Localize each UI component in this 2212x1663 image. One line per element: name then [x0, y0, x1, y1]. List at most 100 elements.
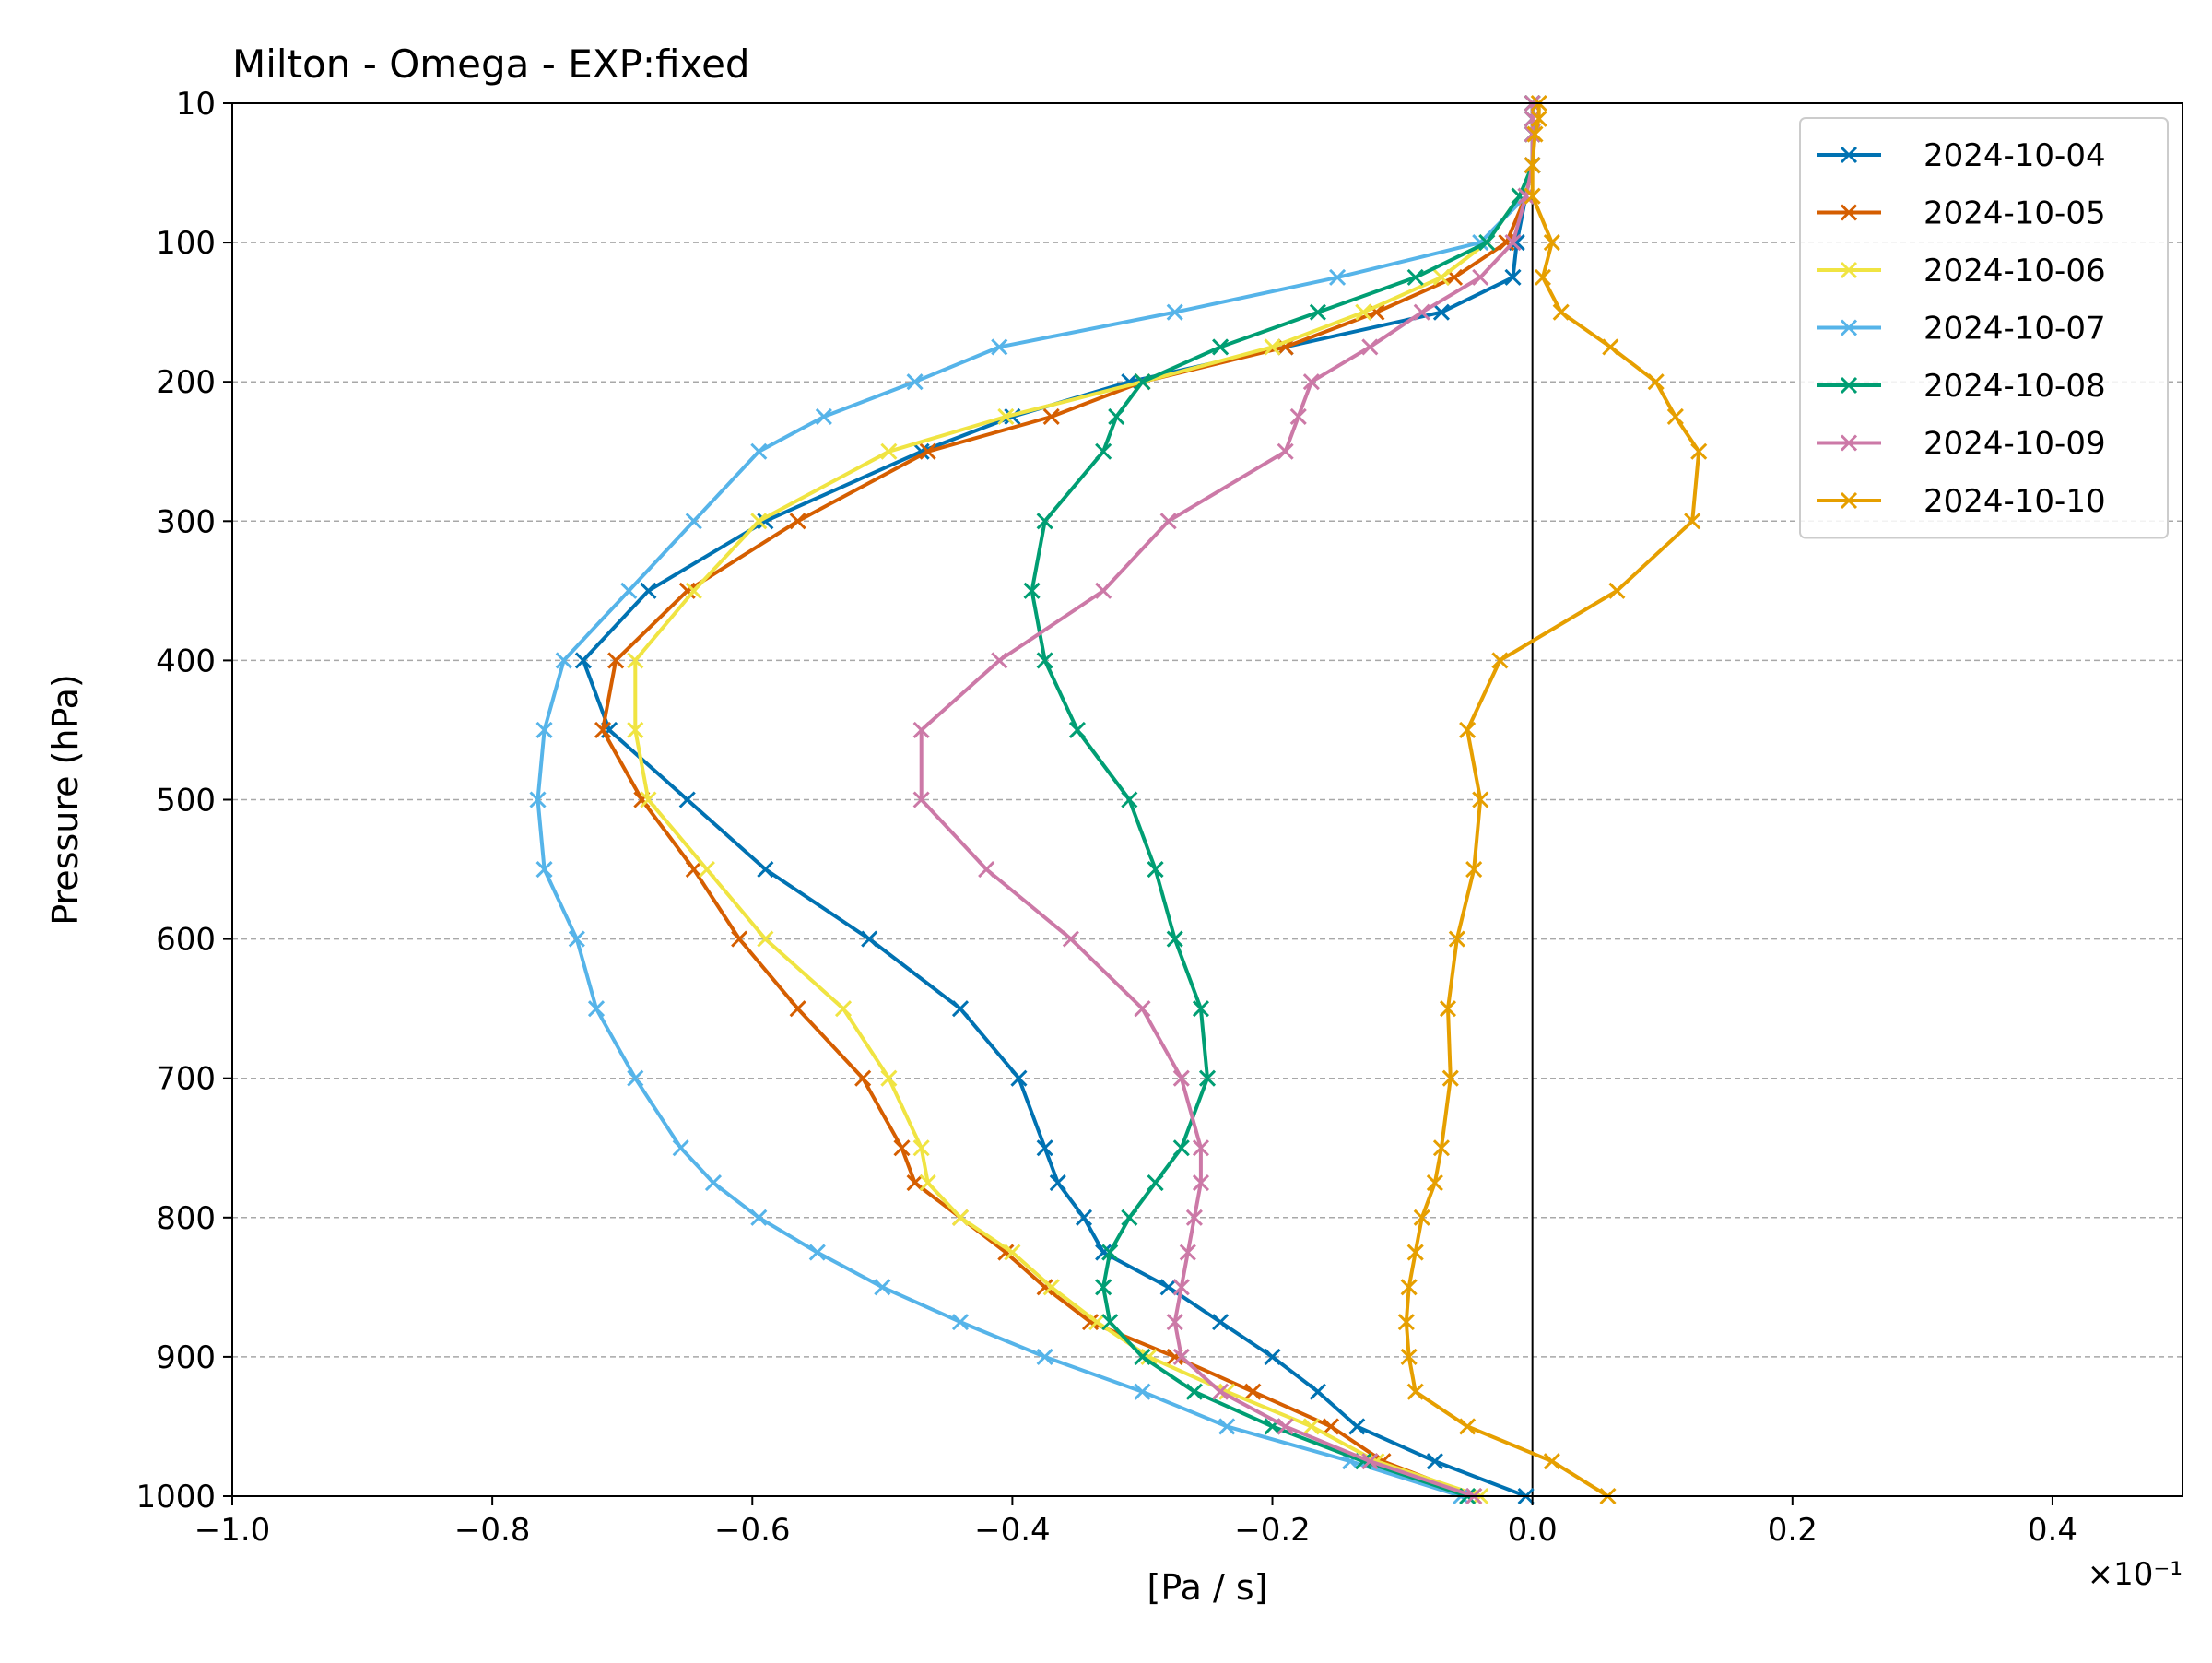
- axis-ticks: −1.0 −0.8 −0.6 −0.4 −0.2 0.0 0.2 0.4 10 100 200 300…: [135, 86, 2077, 1549]
- data-point-marker: [1134, 373, 1151, 391]
- data-point-marker: [1081, 1314, 1100, 1331]
- data-point-marker: [1036, 1139, 1053, 1157]
- series-line: [1404, 103, 1701, 1498]
- data-point-marker: [1159, 1279, 1177, 1296]
- data-point-marker: [1504, 268, 1522, 286]
- x-tick-label: −0.8: [454, 1512, 531, 1549]
- data-point-marker: [750, 513, 768, 530]
- legend-swatch-marker: [1840, 434, 1858, 452]
- data-point-marker: [1192, 1139, 1210, 1157]
- data-point-marker: [1185, 1209, 1203, 1226]
- data-point-marker: [1552, 303, 1570, 321]
- y-tick-label: 300: [156, 503, 216, 540]
- data-point-marker: [1147, 860, 1164, 879]
- x-tick-label: 0.2: [1768, 1512, 1818, 1549]
- data-point-marker: [1361, 338, 1379, 356]
- series-line: [581, 103, 1535, 1498]
- data-point-marker: [880, 442, 898, 460]
- legend-label: 2024-10-06: [1924, 253, 2106, 289]
- legend-label: 2024-10-09: [1924, 426, 2106, 463]
- chart-title: Milton - Omega - EXP:fixed: [232, 41, 750, 87]
- data-point-marker: [1426, 1174, 1443, 1192]
- data-point-marker: [1413, 1209, 1430, 1226]
- legend-label: 2024-10-05: [1924, 195, 2106, 232]
- data-point-marker: [1666, 407, 1684, 426]
- data-point-marker: [627, 721, 644, 739]
- data-point-marker: [1504, 234, 1522, 252]
- data-point-marker: [1491, 652, 1509, 669]
- data-point-marker: [991, 338, 1008, 356]
- data-point-marker: [1277, 1418, 1294, 1435]
- data-point-marker: [1400, 1348, 1418, 1365]
- data-point-marker: [789, 513, 806, 530]
- data-point-marker: [1498, 234, 1515, 252]
- data-point-marker: [1159, 513, 1177, 530]
- data-point-marker: [815, 407, 832, 426]
- data-point-marker: [861, 930, 878, 948]
- data-point-marker: [1361, 1453, 1379, 1470]
- data-point-marker: [1524, 157, 1541, 174]
- data-point-marker: [1426, 1453, 1443, 1470]
- y-tick-label: 700: [156, 1061, 216, 1098]
- data-point-marker: [1004, 1244, 1021, 1261]
- series-line: [535, 103, 1535, 1498]
- data-point-marker: [1459, 721, 1477, 739]
- data-point-marker: [1524, 187, 1541, 205]
- data-point-marker: [1075, 1209, 1093, 1226]
- data-point-marker: [685, 860, 702, 879]
- data-point-marker: [607, 652, 625, 669]
- data-point-marker: [1543, 234, 1560, 252]
- data-point-marker: [1348, 1418, 1366, 1435]
- data-point-marker: [919, 442, 936, 460]
- data-point-marker: [529, 791, 547, 808]
- data-point-marker: [587, 1000, 606, 1018]
- x-axis-scale-note: ×10⁻¹: [2088, 1556, 2183, 1593]
- legend-label: 2024-10-08: [1924, 368, 2106, 405]
- data-point-marker: [1406, 268, 1424, 286]
- data-point-marker: [1244, 1383, 1262, 1400]
- y-tick-label: 900: [156, 1339, 216, 1376]
- data-point-marker: [1023, 582, 1041, 599]
- data-point-marker: [1088, 1314, 1106, 1331]
- legend-swatch-marker: [1840, 146, 1858, 164]
- data-point-marker: [750, 1209, 768, 1226]
- x-tick-label: 0.0: [1508, 1512, 1558, 1549]
- data-point-marker: [1302, 373, 1320, 391]
- data-point-marker: [834, 1000, 853, 1018]
- x-tick-label: −0.6: [714, 1512, 791, 1549]
- data-point-marker: [1095, 582, 1112, 599]
- data-point-marker: [1526, 125, 1544, 143]
- data-point-marker: [1432, 303, 1450, 321]
- data-point-marker: [1101, 1244, 1119, 1261]
- data-point-marker: [1134, 1000, 1151, 1018]
- data-point-marker: [640, 791, 657, 808]
- series-line: [1030, 103, 1535, 1498]
- data-point-marker: [1198, 1069, 1217, 1087]
- data-point-marker: [1042, 1279, 1060, 1296]
- legend-swatch-marker: [1840, 261, 1858, 279]
- legend: 2024-10-04 2024-10-05 2024-10-06 2024-10-07…: [1799, 117, 2169, 539]
- data-point-marker: [1062, 930, 1079, 948]
- y-tick-label: 100: [156, 225, 216, 262]
- x-tick-label: 0.4: [2028, 1512, 2077, 1549]
- data-point-marker: [912, 791, 930, 808]
- data-point-marker: [1172, 1069, 1190, 1087]
- data-point-marker: [951, 1209, 970, 1226]
- data-point-marker: [1121, 791, 1138, 808]
- data-point-marker: [1049, 1174, 1066, 1192]
- legend-label: 2024-10-07: [1924, 311, 2106, 348]
- data-point-marker: [678, 791, 696, 808]
- data-point-marker: [1309, 303, 1326, 321]
- data-point-marker: [874, 1279, 891, 1296]
- data-point-marker: [627, 652, 644, 669]
- y-tick-label: 500: [156, 783, 216, 820]
- x-axis-title: [Pa / s]: [1147, 1567, 1268, 1608]
- data-point-marker: [1192, 1174, 1210, 1192]
- data-point-marker: [1602, 338, 1619, 356]
- data-point-marker: [1472, 791, 1489, 808]
- data-point-marker: [1036, 1279, 1053, 1296]
- data-point-marker: [1172, 1348, 1190, 1365]
- data-point-marker: [1042, 407, 1060, 426]
- data-point-marker: [1413, 303, 1430, 321]
- data-point-marker: [1647, 373, 1665, 391]
